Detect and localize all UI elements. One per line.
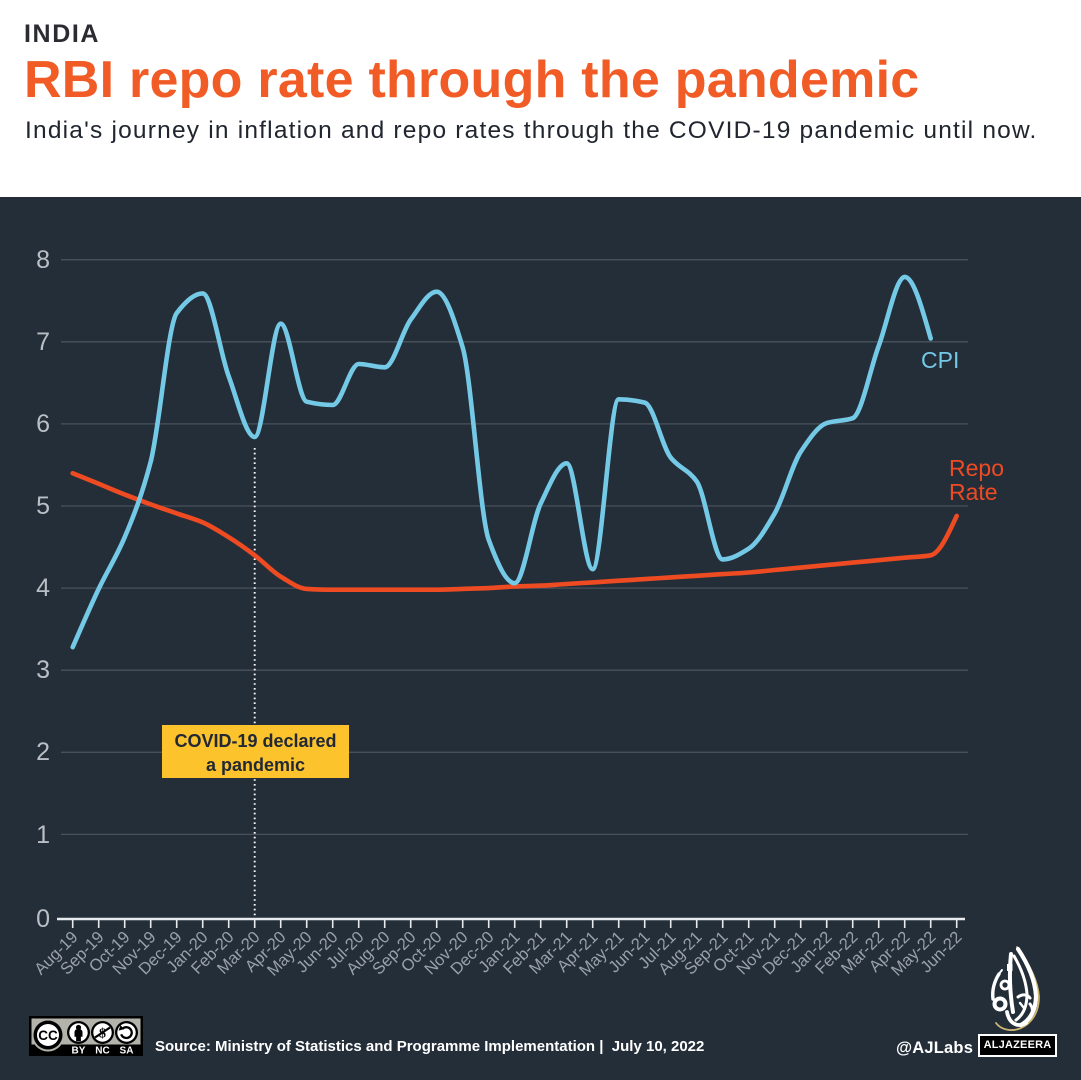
svg-text:CPI: CPI	[921, 347, 959, 373]
svg-text:6: 6	[36, 410, 50, 438]
svg-text:Rate: Rate	[949, 479, 998, 505]
svg-text:$: $	[99, 1027, 106, 1042]
svg-text:4: 4	[36, 574, 50, 602]
svg-text:0: 0	[36, 905, 50, 933]
svg-text:3: 3	[36, 656, 50, 684]
svg-text:Repo: Repo	[949, 455, 1004, 481]
svg-text:CC: CC	[38, 1028, 58, 1043]
svg-text:5: 5	[36, 492, 50, 520]
svg-text:BY: BY	[72, 1046, 86, 1057]
svg-text:2: 2	[36, 738, 50, 766]
svg-text:NC: NC	[95, 1046, 109, 1057]
svg-text:7: 7	[36, 328, 50, 356]
svg-text:8: 8	[36, 246, 50, 274]
svg-text:SA: SA	[120, 1046, 134, 1057]
svg-text:1: 1	[36, 821, 50, 849]
